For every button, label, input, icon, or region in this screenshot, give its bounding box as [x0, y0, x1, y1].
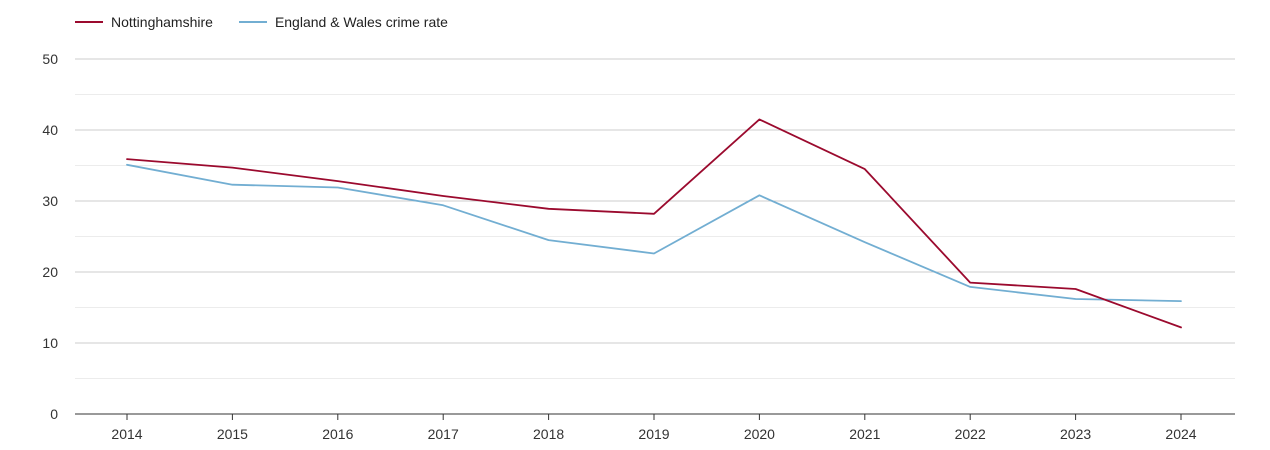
x-tick-label: 2021: [849, 426, 880, 442]
y-tick-label: 40: [42, 122, 58, 138]
series-line-nottinghamshire: [126, 118, 1182, 329]
grid-lines: [75, 58, 1235, 379]
x-tick-label: 2020: [744, 426, 775, 442]
series-lines: [126, 118, 1182, 329]
x-tick-label: 2018: [533, 426, 564, 442]
x-tick-label: 2024: [1165, 426, 1196, 442]
y-tick-label: 0: [50, 406, 58, 422]
y-tick-label: 20: [42, 264, 58, 280]
x-tick-label: 2014: [111, 426, 142, 442]
y-tick-label: 50: [42, 51, 58, 67]
legend-label-nottinghamshire: Nottinghamshire: [111, 14, 213, 30]
x-tick-label: 2022: [955, 426, 986, 442]
legend-swatch-england-wales: [238, 21, 267, 23]
legend-item-england-wales[interactable]: England & Wales crime rate: [238, 14, 448, 30]
legend-swatch-nottinghamshire: [75, 21, 103, 23]
legend-item-nottinghamshire[interactable]: Nottinghamshire: [75, 14, 213, 30]
y-tick-label: 30: [42, 193, 58, 209]
axes: 0 10 20 30 40 50 2014 2015 2016 2017 2018 2019 2020 2…: [42, 51, 1235, 442]
y-tick-label: 10: [42, 335, 58, 351]
legend-label-england-wales: England & Wales crime rate: [274, 14, 448, 30]
legend: Nottinghamshire England & Wales crime ra…: [75, 14, 448, 30]
x-tick-label: 2016: [322, 426, 353, 442]
x-tick-label: 2015: [217, 426, 248, 442]
x-tick-label: 2017: [428, 426, 459, 442]
series-line-england-wales: [126, 163, 1182, 303]
x-tick-label: 2019: [638, 426, 669, 442]
x-tick-label: 2023: [1060, 426, 1091, 442]
